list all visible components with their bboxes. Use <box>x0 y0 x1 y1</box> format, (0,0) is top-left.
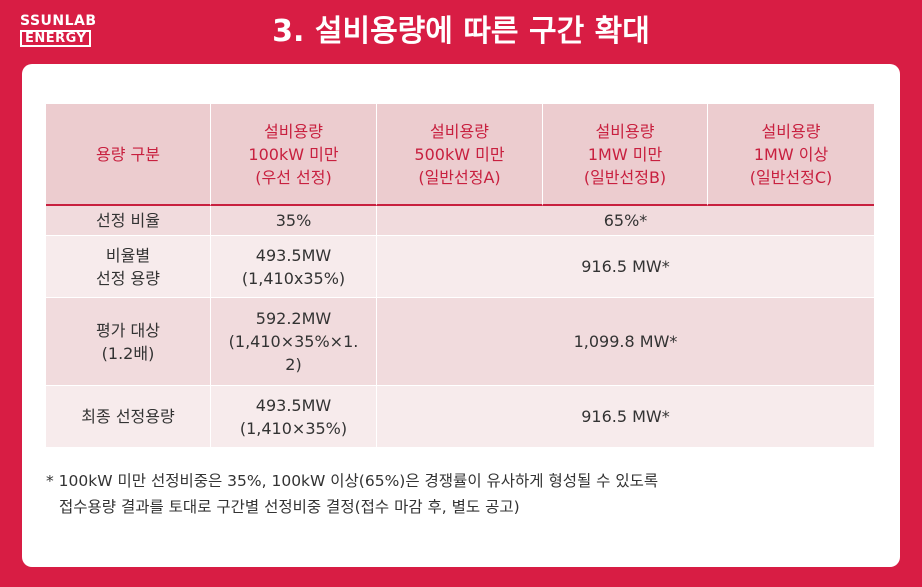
row-first-value: 493.5MW (1,410×35%) <box>211 386 377 448</box>
row-first-value: 592.2MW (1,410×35%×1. 2) <box>211 298 377 386</box>
table-row: 최종 선정용량 493.5MW (1,410×35%) 916.5 MW* <box>46 386 874 448</box>
row-label: 최종 선정용량 <box>46 386 211 448</box>
row-rest-value: 65%* <box>377 206 874 236</box>
table-row: 비율별 선정 용량 493.5MW (1,410x35%) 916.5 MW* <box>46 236 874 298</box>
header-under-500kw: 설비용량 500kW 미만 (일반선정A) <box>377 104 543 206</box>
logo-line-1: SSUNLAB <box>20 13 97 29</box>
page-title: 3. 설비용량에 따른 구간 확대 <box>272 14 650 49</box>
row-rest-value: 916.5 MW* <box>377 236 874 298</box>
row-rest-value: 1,099.8 MW* <box>377 298 874 386</box>
footnote: * 100kW 미만 선정비중은 35%, 100kW 이상(65%)은 경쟁률… <box>46 468 876 520</box>
row-first-value: 35% <box>211 206 377 236</box>
row-first-value: 493.5MW (1,410x35%) <box>211 236 377 298</box>
footnote-line-2: 접수용량 결과를 토대로 구간별 선정비중 결정(접수 마감 후, 별도 공고) <box>59 498 520 516</box>
logo-line-2: ENERGY <box>20 30 92 47</box>
row-rest-value: 916.5 MW* <box>377 386 874 448</box>
row-label: 선정 비율 <box>46 206 211 236</box>
ssunlab-energy-logo: SSUNLAB ENERGY <box>20 14 112 47</box>
table-row: 평가 대상 (1.2배) 592.2MW (1,410×35%×1. 2) 1,… <box>46 298 874 386</box>
header-over-1mw: 설비용량 1MW 이상 (일반선정C) <box>708 104 874 206</box>
footnote-line-1: * 100kW 미만 선정비중은 35%, 100kW 이상(65%)은 경쟁률… <box>46 472 659 490</box>
header-under-1mw: 설비용량 1MW 미만 (일반선정B) <box>543 104 708 206</box>
table-header-row: 용량 구분 설비용량 100kW 미만 (우선 선정) 설비용량 500kW 미… <box>46 104 874 206</box>
content-card: 용량 구분 설비용량 100kW 미만 (우선 선정) 설비용량 500kW 미… <box>22 64 900 567</box>
row-label: 평가 대상 (1.2배) <box>46 298 211 386</box>
header-category: 용량 구분 <box>46 104 211 206</box>
row-label: 비율별 선정 용량 <box>46 236 211 298</box>
table-row: 선정 비율 35% 65%* <box>46 206 874 236</box>
header-under-100kw: 설비용량 100kW 미만 (우선 선정) <box>211 104 377 206</box>
capacity-table: 용량 구분 설비용량 100kW 미만 (우선 선정) 설비용량 500kW 미… <box>46 104 874 448</box>
